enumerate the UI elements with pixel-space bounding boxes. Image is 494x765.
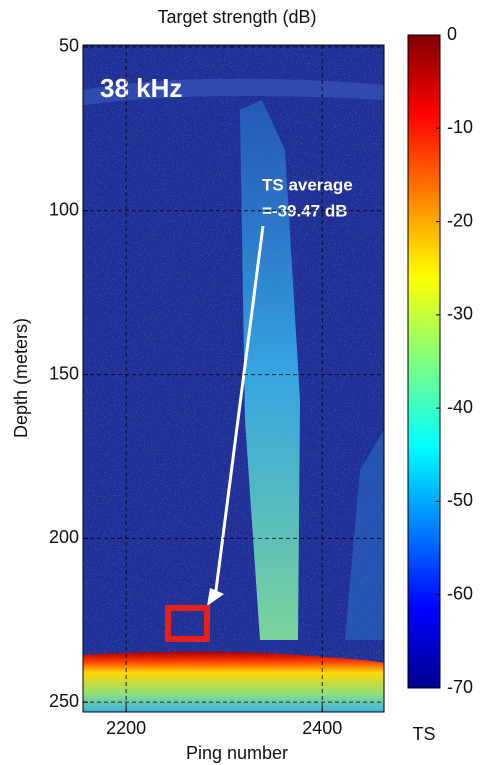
ts-value: =-39.47 dB	[262, 201, 348, 220]
y-tick-label: 50	[59, 36, 79, 56]
frequency-label: 38 kHz	[100, 73, 182, 103]
ts-label: TS average	[262, 175, 353, 194]
y-axis-label: Depth (meters)	[11, 318, 31, 438]
echogram	[83, 45, 384, 712]
colorbar-tick-label: -20	[447, 210, 473, 230]
colorbar-tick-label: -60	[447, 583, 473, 603]
x-tick-label: 2400	[302, 718, 342, 738]
colorbar-tick-label: -10	[447, 117, 473, 137]
x-tick-label: 2200	[106, 718, 146, 738]
colorbar	[407, 34, 441, 689]
arrow-head	[207, 588, 224, 606]
colorbar-tick-label: -70	[447, 677, 473, 697]
colorbar-label: TS	[412, 724, 435, 744]
arrow	[213, 225, 265, 599]
y-tick-label: 100	[49, 200, 79, 220]
highlight-box	[165, 605, 210, 642]
y-tick-label: 200	[49, 527, 79, 547]
colorbar-tick-label: -40	[447, 397, 473, 417]
colorbar-tick-label: 0	[447, 24, 457, 44]
chart-title: Target strength (dB)	[157, 7, 316, 27]
plot-frame	[82, 44, 385, 713]
y-tick-label: 250	[49, 691, 79, 711]
colorbar-tick-label: -50	[447, 490, 473, 510]
colorbar-tick-label: -30	[447, 304, 473, 324]
y-tick-label: 150	[49, 363, 79, 383]
x-axis-label: Ping number	[186, 743, 288, 763]
